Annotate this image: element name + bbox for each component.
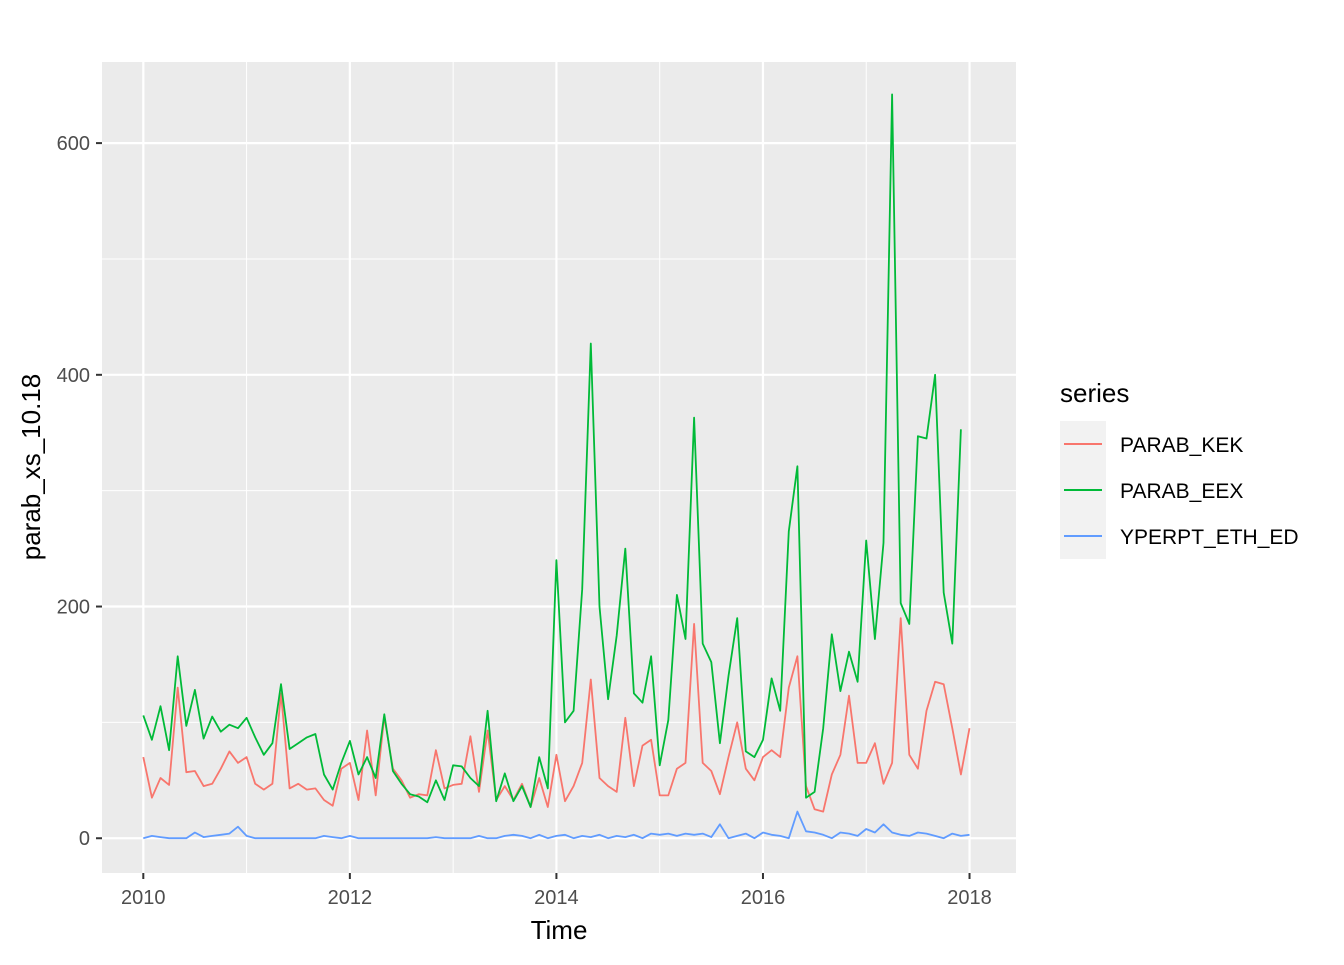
series-line-parab-kek [142,617,971,813]
x-tick-label: 2018 [947,887,992,909]
legend: series PARAB_KEK PARAB_EEX YPERPT_ETH_ED [1060,378,1299,559]
y-tick-label: 600 [57,133,90,155]
axes: 2010 2012 2014 2016 2018 0 200 400 600 [57,133,992,909]
series-lines [142,93,971,840]
y-tick-label: 200 [57,597,90,619]
x-tick-label: 2010 [121,887,166,909]
series-line-parab-eex [142,93,962,808]
y-tick-label: 0 [79,828,90,850]
x-tick-label: 2016 [741,887,786,909]
plot-panel [102,62,1016,873]
series-line-yperpt-eth-ed [143,810,970,840]
legend-label: YPERPT_ETH_ED [1120,526,1299,549]
legend-label: PARAB_KEK [1120,434,1243,457]
legend-items: PARAB_KEK PARAB_EEX YPERPT_ETH_ED [1060,421,1299,559]
x-tick-label: 2014 [534,887,579,909]
y-axis-title: parab_xs_10.18 [16,374,46,560]
y-tick-label: 400 [57,365,90,387]
x-axis-title: Time [531,915,588,945]
legend-label: PARAB_EEX [1120,480,1243,503]
minor-gridlines [102,62,1016,873]
legend-title: series [1060,378,1129,408]
x-tick-label: 2012 [328,887,373,909]
